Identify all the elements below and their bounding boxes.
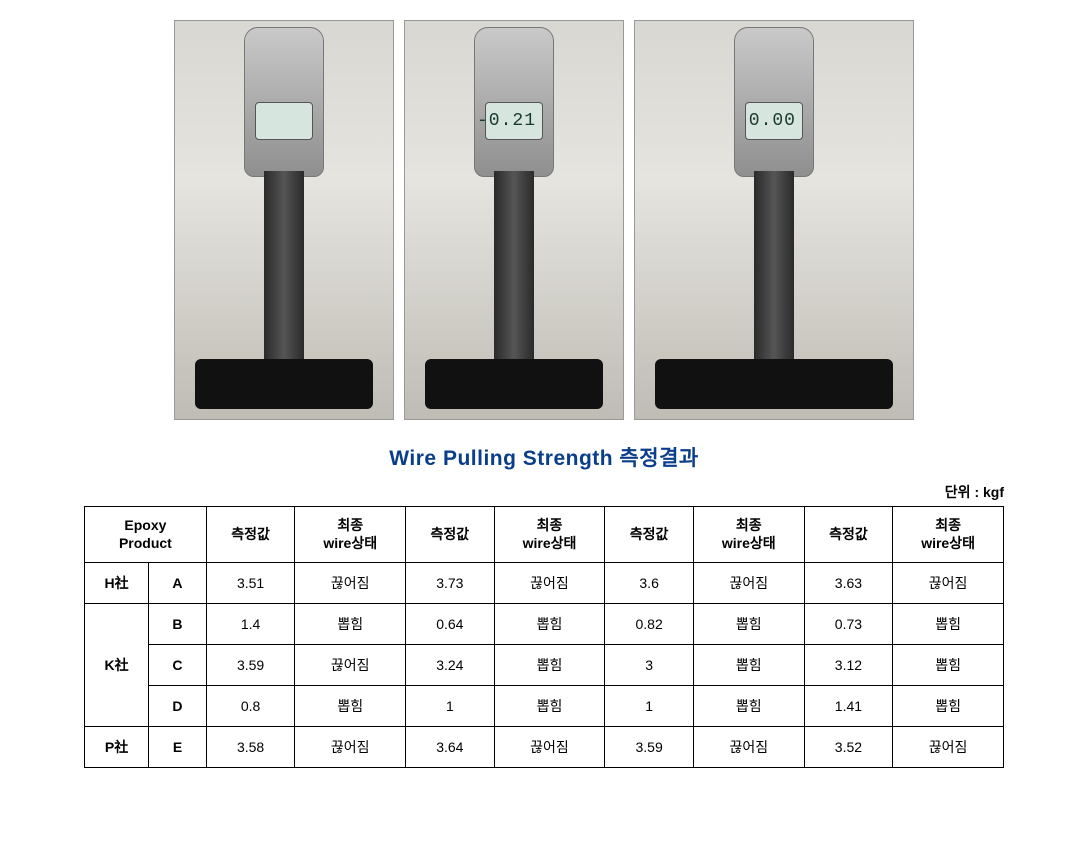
state-cell: 뽑힘	[494, 604, 605, 645]
force-gauge: 0.00	[734, 27, 814, 177]
test-column	[754, 171, 794, 371]
gauge-lcd	[255, 102, 313, 140]
state-cell: 뽑힘	[494, 686, 605, 727]
header-state-1: 최종wire상태	[295, 507, 406, 563]
table-row: K社B1.4뽑힘0.64뽑힘0.82뽑힘0.73뽑힘	[85, 604, 1004, 645]
test-photo-2: -0.21	[404, 20, 624, 420]
company-cell: P社	[85, 727, 149, 768]
value-cell: 0.73	[804, 604, 893, 645]
gauge-lcd: 0.00	[745, 102, 803, 140]
table-row: C3.59끊어짐3.24뽑힘3뽑힘3.12뽑힘	[85, 645, 1004, 686]
table-body: H社A3.51끊어짐3.73끊어짐3.6끊어짐3.63끊어짐K社B1.4뽑힘0.…	[85, 563, 1004, 768]
state-cell: 끊어짐	[295, 645, 406, 686]
value-cell: 1	[605, 686, 694, 727]
table-header: EpoxyProduct 측정값 최종wire상태 측정값 최종wire상태 측…	[85, 507, 1004, 563]
value-cell: 3.6	[605, 563, 694, 604]
value-cell: 1.41	[804, 686, 893, 727]
value-cell: 3.12	[804, 645, 893, 686]
state-cell: 뽑힘	[295, 604, 406, 645]
test-base	[425, 359, 603, 409]
value-cell: 3.59	[206, 645, 295, 686]
results-table: EpoxyProduct 측정값 최종wire상태 측정값 최종wire상태 측…	[84, 506, 1004, 768]
product-cell: B	[149, 604, 207, 645]
state-cell: 뽑힘	[893, 645, 1004, 686]
test-column	[264, 171, 304, 371]
header-value-2: 측정값	[406, 507, 495, 563]
header-state-3: 최종wire상태	[693, 507, 804, 563]
value-cell: 3.24	[406, 645, 495, 686]
force-gauge: -0.21	[474, 27, 554, 177]
product-cell: D	[149, 686, 207, 727]
table-row: D0.8뽑힘1뽑힘1뽑힘1.41뽑힘	[85, 686, 1004, 727]
value-cell: 1.4	[206, 604, 295, 645]
header-epoxy-product: EpoxyProduct	[85, 507, 207, 563]
state-cell: 끊어짐	[893, 727, 1004, 768]
value-cell: 3.51	[206, 563, 295, 604]
header-state-4: 최종wire상태	[893, 507, 1004, 563]
test-base	[195, 359, 373, 409]
value-cell: 0.64	[406, 604, 495, 645]
state-cell: 뽑힘	[295, 686, 406, 727]
header-value-1: 측정값	[206, 507, 295, 563]
gauge-lcd: -0.21	[485, 102, 543, 140]
state-cell: 끊어짐	[494, 563, 605, 604]
test-column	[494, 171, 534, 371]
state-cell: 끊어짐	[693, 727, 804, 768]
state-cell: 끊어짐	[295, 727, 406, 768]
state-cell: 끊어짐	[893, 563, 1004, 604]
value-cell: 0.82	[605, 604, 694, 645]
state-cell: 뽑힘	[893, 604, 1004, 645]
product-cell: C	[149, 645, 207, 686]
page-title: Wire Pulling Strength 측정결과	[0, 442, 1088, 472]
state-cell: 뽑힘	[693, 645, 804, 686]
state-cell: 끊어짐	[693, 563, 804, 604]
header-state-2: 최종wire상태	[494, 507, 605, 563]
test-photo-3: 0.00	[634, 20, 914, 420]
product-cell: E	[149, 727, 207, 768]
state-cell: 끊어짐	[494, 727, 605, 768]
value-cell: 3	[605, 645, 694, 686]
value-cell: 0.8	[206, 686, 295, 727]
test-base	[655, 359, 893, 409]
product-cell: A	[149, 563, 207, 604]
value-cell: 3.52	[804, 727, 893, 768]
value-cell: 3.59	[605, 727, 694, 768]
header-value-4: 측정값	[804, 507, 893, 563]
header-value-3: 측정값	[605, 507, 694, 563]
table-row: H社A3.51끊어짐3.73끊어짐3.6끊어짐3.63끊어짐	[85, 563, 1004, 604]
value-cell: 3.73	[406, 563, 495, 604]
value-cell: 3.58	[206, 727, 295, 768]
unit-label: 단위 : kgf	[84, 482, 1004, 502]
state-cell: 뽑힘	[893, 686, 1004, 727]
company-cell: K社	[85, 604, 149, 727]
state-cell: 끊어짐	[295, 563, 406, 604]
value-cell: 3.64	[406, 727, 495, 768]
state-cell: 뽑힘	[693, 686, 804, 727]
document-page: -0.21 0.00 Wire Pulling Strength 측정결과 단위…	[0, 0, 1088, 798]
company-cell: H社	[85, 563, 149, 604]
table-row: P社E3.58끊어짐3.64끊어짐3.59끊어짐3.52끊어짐	[85, 727, 1004, 768]
state-cell: 뽑힘	[494, 645, 605, 686]
photo-row: -0.21 0.00	[0, 20, 1088, 420]
force-gauge	[244, 27, 324, 177]
value-cell: 3.63	[804, 563, 893, 604]
state-cell: 뽑힘	[693, 604, 804, 645]
test-photo-1	[174, 20, 394, 420]
value-cell: 1	[406, 686, 495, 727]
